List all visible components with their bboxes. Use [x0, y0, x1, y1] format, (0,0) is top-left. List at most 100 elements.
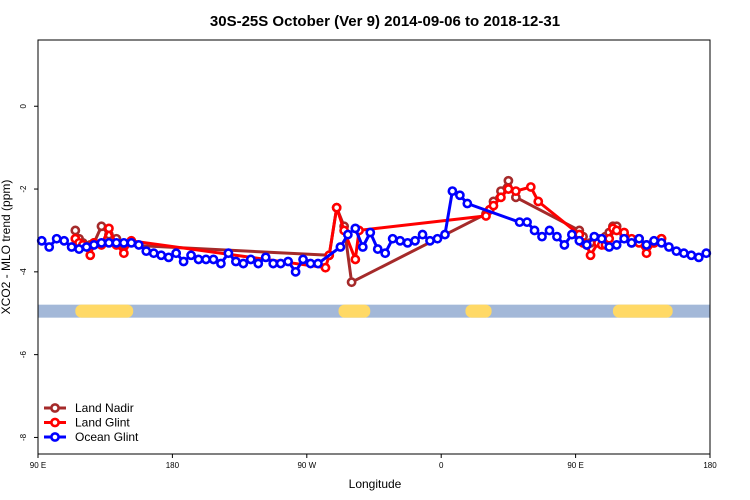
data-point — [664, 242, 674, 252]
data-point — [186, 250, 196, 261]
data-point — [163, 252, 174, 263]
data-point — [230, 256, 241, 267]
legend-swatch-marker — [50, 432, 60, 442]
data-point — [313, 258, 323, 269]
data-point — [619, 233, 630, 244]
data-point — [372, 244, 383, 254]
data-point — [447, 186, 458, 197]
data-point — [350, 254, 361, 265]
data-point — [611, 225, 622, 236]
data-point — [331, 202, 342, 213]
data-point — [537, 231, 547, 242]
data-point — [238, 258, 249, 269]
data-point — [298, 254, 308, 265]
legend-swatch-marker — [50, 403, 60, 413]
data-point — [201, 254, 211, 265]
x-axis-label: Longitude — [349, 477, 402, 491]
data-point — [96, 237, 107, 248]
y-tick-label: -2 — [19, 185, 28, 193]
y-axis-label: XCO2 - MLO trend (ppm) — [0, 180, 13, 315]
land-band-3 — [612, 304, 673, 318]
data-point — [216, 258, 226, 269]
legend-swatch-marker — [50, 417, 60, 428]
data-point — [118, 248, 129, 259]
data-point — [96, 221, 107, 232]
data-point — [649, 235, 659, 246]
data-point — [462, 198, 473, 209]
data-point — [365, 227, 376, 238]
legend-label: Land Nadir — [75, 401, 134, 415]
data-point — [357, 242, 368, 252]
data-point — [701, 248, 712, 259]
legend-item: Land Glint — [44, 416, 130, 430]
legend-item: Land Nadir — [44, 401, 134, 415]
data-point — [44, 242, 55, 252]
data-point — [253, 258, 264, 269]
data-point — [574, 235, 585, 246]
data-point — [342, 229, 353, 240]
data-point — [275, 258, 286, 269]
data-point — [89, 240, 99, 250]
data-point — [522, 217, 532, 228]
data-point — [503, 175, 514, 186]
y-axis: 0 -2 -4 -6 -8 — [19, 103, 38, 441]
x-tick-label: 0 — [439, 461, 444, 470]
data-point — [59, 235, 70, 246]
data-point — [66, 242, 77, 252]
data-point — [432, 233, 443, 244]
data-point — [559, 240, 570, 250]
data-point — [425, 235, 435, 246]
data-point — [604, 242, 615, 252]
data-point — [417, 229, 428, 240]
data-point — [208, 254, 219, 265]
data-point — [148, 248, 159, 259]
x-tick-label: 90 W — [297, 461, 316, 470]
data-point — [380, 248, 391, 259]
data-point — [454, 190, 465, 201]
x-axis: 90 E 180 90 W 0 90 E 180 — [30, 454, 717, 470]
data-point — [320, 262, 331, 273]
data-point — [581, 240, 592, 250]
y-tick-label: -6 — [19, 351, 28, 359]
land-band-0 — [75, 304, 134, 318]
data-point — [290, 266, 301, 277]
data-point — [656, 237, 667, 248]
data-point — [634, 233, 644, 244]
data-point — [260, 252, 271, 263]
x-tick-label: 90 E — [30, 461, 46, 470]
data-point — [305, 258, 316, 269]
chart-title: 30S-25S October (Ver 9) 2014-09-06 to 20… — [210, 13, 560, 30]
data-point — [395, 235, 406, 246]
data-point — [104, 237, 114, 248]
data-point — [604, 233, 615, 244]
data-point — [81, 242, 92, 252]
data-point — [671, 246, 682, 257]
x-tick-label: 180 — [166, 461, 180, 470]
data-point — [70, 225, 81, 236]
data-point — [525, 182, 536, 192]
y-tick-label: 0 — [19, 103, 28, 108]
data-point — [245, 254, 256, 265]
data-point — [387, 233, 398, 244]
data-point — [585, 250, 596, 261]
data-point — [641, 240, 652, 250]
data-point — [156, 250, 167, 261]
data-point — [335, 242, 346, 252]
data-point — [529, 225, 540, 236]
data-point — [141, 246, 152, 257]
data-point — [410, 235, 420, 246]
data-point — [440, 229, 450, 240]
data-point — [589, 231, 600, 242]
data-point — [552, 231, 562, 242]
legend-label: Ocean Glint — [75, 430, 139, 444]
data-point — [402, 237, 413, 248]
data-point — [350, 223, 361, 234]
y-tick-label: -8 — [19, 433, 28, 441]
legend-label: Land Glint — [75, 416, 130, 430]
data-point — [74, 244, 84, 254]
data-point — [510, 186, 521, 197]
data-point — [118, 237, 129, 248]
data-point — [171, 248, 182, 259]
data-point — [85, 250, 96, 261]
data-point — [51, 233, 62, 244]
